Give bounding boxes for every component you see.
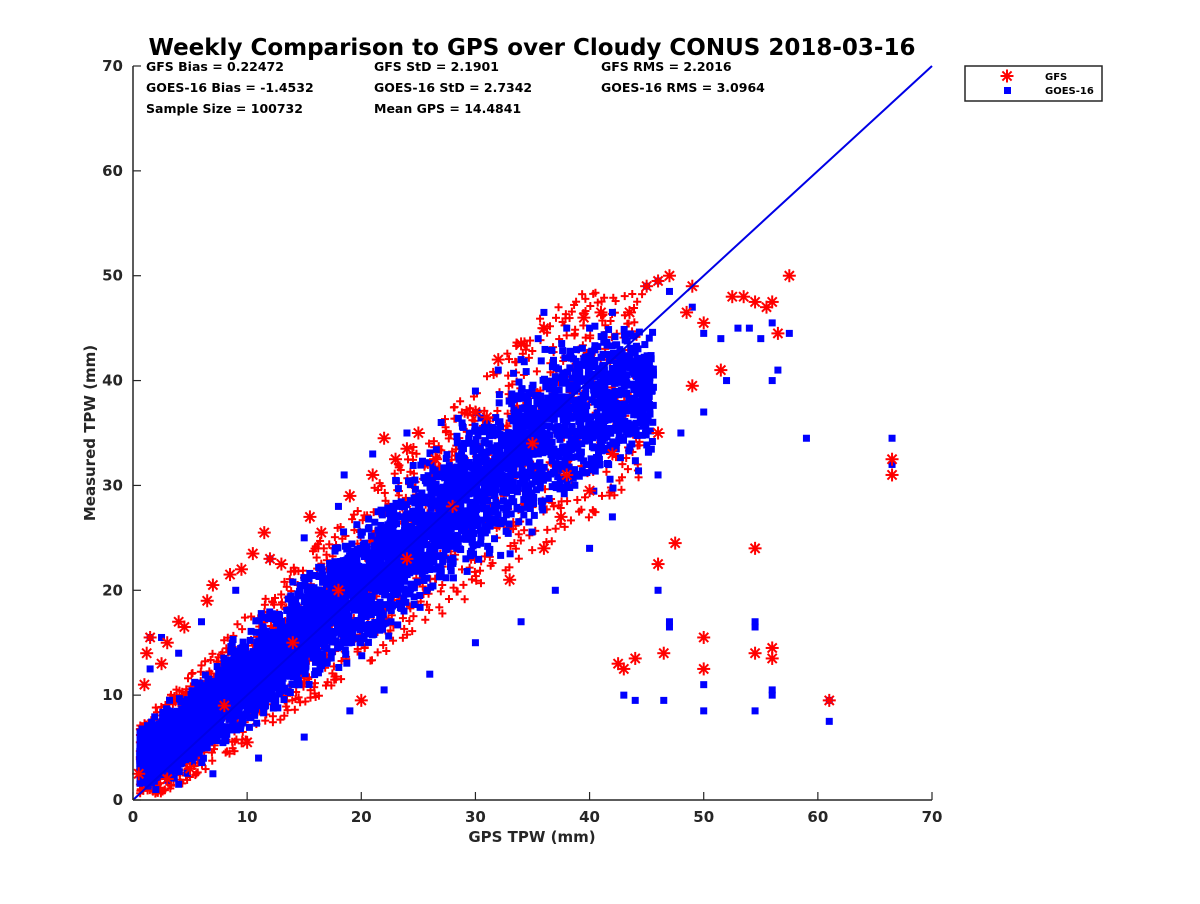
goes16-cloud-mark (605, 461, 612, 468)
goes16-cloud-mark (353, 521, 360, 528)
goes16-cloud-mark (368, 533, 375, 540)
goes16-cloud-mark (538, 357, 545, 364)
goes16-cloud-mark (417, 604, 424, 611)
goes16-cloud-mark (270, 705, 277, 712)
goes16-cloud-mark (510, 370, 517, 377)
goes16-cloud-mark (491, 535, 498, 542)
goes16-cloud-mark (246, 724, 253, 731)
goes16-cloud-mark (496, 391, 503, 398)
goes16-cloud-mark (520, 511, 527, 518)
goes16-cloud-mark (464, 568, 471, 575)
goes16-cloud-mark (399, 503, 406, 510)
goes16-cloud-mark (516, 379, 523, 386)
goes16-cloud-mark (523, 368, 530, 375)
goes16-cloud-mark (191, 679, 198, 686)
goes16-cloud-mark (365, 639, 372, 646)
goes16-cloud-mark (635, 467, 642, 474)
goes16-cloud-mark (247, 637, 254, 644)
goes16-cloud-mark (561, 354, 568, 361)
goes16-cloud-mark (570, 355, 577, 362)
goes16-cloud-mark (548, 347, 555, 354)
goes16-cloud-mark (529, 529, 536, 536)
goes16-cloud-mark (394, 621, 401, 628)
point-cloud-layer (136, 289, 657, 798)
goes16-cloud-mark (365, 516, 372, 523)
goes16-cloud-mark (515, 518, 522, 525)
goes16-cloud-mark (558, 340, 565, 347)
goes16-cloud-mark (531, 512, 538, 519)
goes16-cloud-mark (609, 485, 616, 492)
goes16-cloud-mark (617, 454, 624, 461)
goes16-cloud-mark (496, 399, 503, 406)
goes16-cloud-mark (419, 458, 426, 465)
